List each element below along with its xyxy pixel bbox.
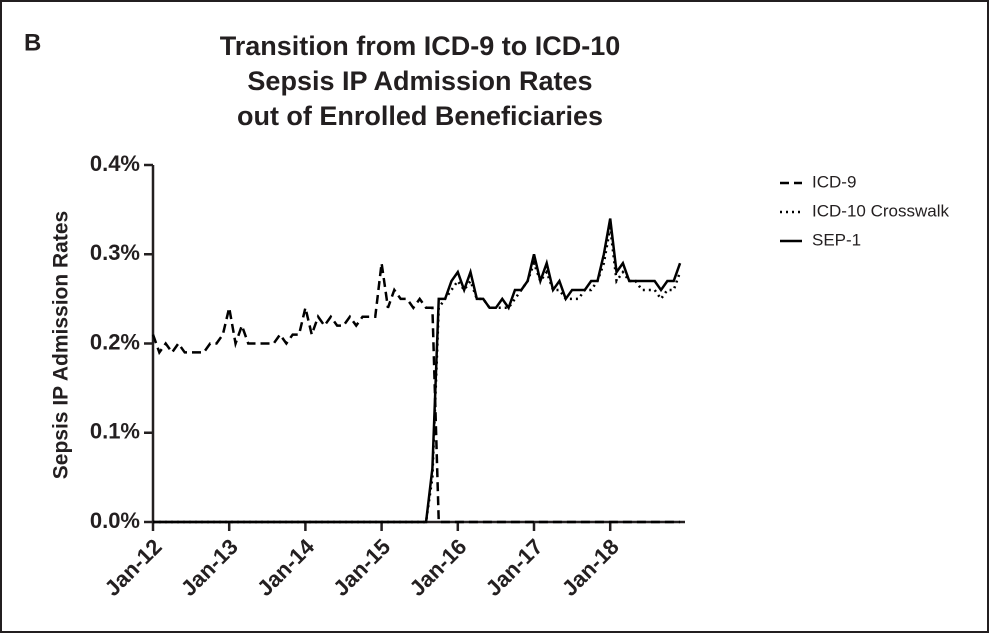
chart-title: Transition from ICD-9 to ICD-10 xyxy=(220,31,621,61)
series-line xyxy=(151,262,681,524)
y-tick-label: 0.4% xyxy=(90,151,140,176)
y-tick-label: 0.3% xyxy=(90,240,140,265)
series-line xyxy=(153,218,682,524)
y-axis-label: Sepsis IP Admission Rates xyxy=(50,211,73,479)
y-tick-label: 0.2% xyxy=(90,329,140,354)
legend-label: ICD-9 xyxy=(812,172,856,191)
chart-title: out of Enrolled Beneficiaries xyxy=(237,101,603,131)
legend-label: ICD-10 Crosswalk xyxy=(812,201,949,220)
y-tick-label: 0.1% xyxy=(90,419,140,444)
legend-label: SEP-1 xyxy=(812,230,861,249)
y-tick-label: 0.0% xyxy=(90,508,140,533)
panel-label: B xyxy=(24,29,41,56)
chart-title: Sepsis IP Admission Rates xyxy=(247,66,592,96)
